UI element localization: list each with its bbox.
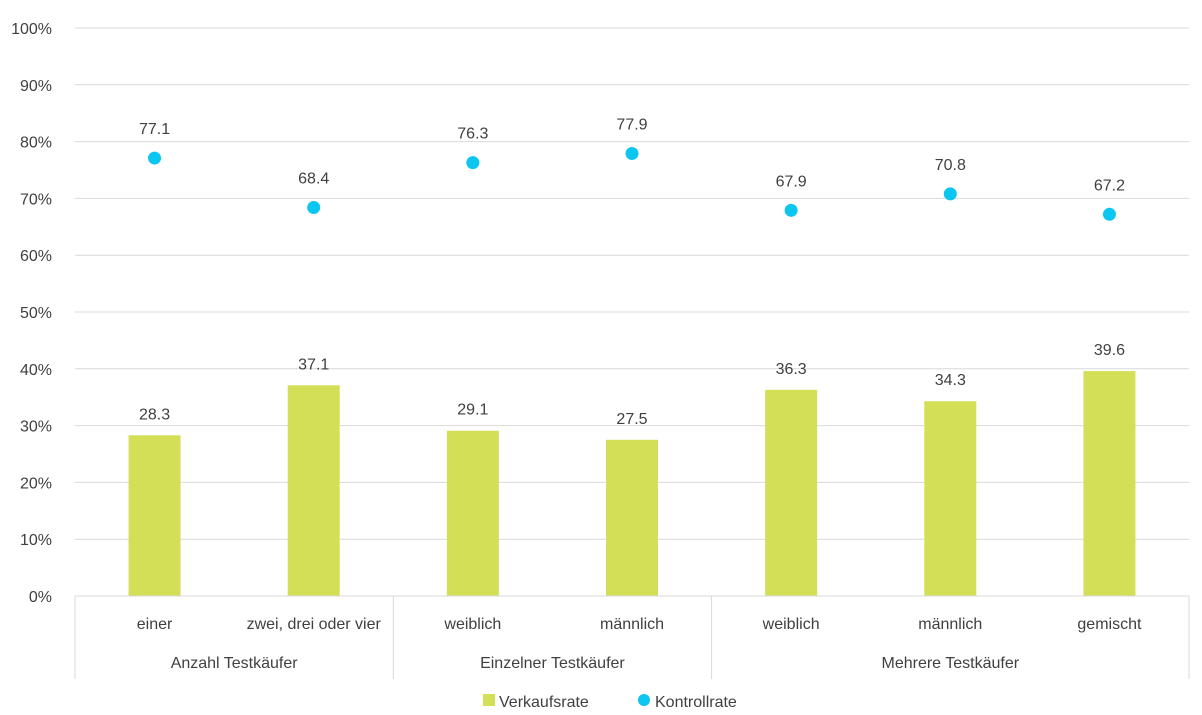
group-label: Einzelner Testkäufer (480, 655, 625, 672)
group-label: Mehrere Testkäufer (882, 655, 1020, 672)
bars (128, 371, 1136, 596)
bar (128, 435, 181, 596)
y-tick-label: 30% (20, 419, 52, 436)
y-tick-label: 80% (20, 135, 52, 152)
bar (1083, 371, 1136, 596)
bar-data-label: 39.6 (1094, 342, 1125, 359)
x-tick-label: weiblich (762, 616, 820, 633)
point-data-label: 67.2 (1094, 177, 1125, 194)
gridlines (75, 27, 1189, 540)
point (943, 187, 957, 201)
point (466, 156, 480, 170)
y-tick-label: 20% (20, 475, 52, 492)
legend-swatch-bar (483, 694, 495, 706)
y-tick-label: 10% (20, 532, 52, 549)
y-tick-label: 100% (11, 21, 52, 38)
point (625, 147, 639, 161)
x-axis: einer zwei, drei oder vier weiblich männlic… (74, 595, 1190, 679)
point-data-label: 77.1 (139, 121, 170, 138)
bar (287, 385, 340, 596)
y-tick-label: 0% (29, 589, 52, 606)
legend-swatch-point (638, 694, 650, 706)
y-tick-label: 70% (20, 191, 52, 208)
y-tick-label: 50% (20, 305, 52, 322)
x-tick-label: zwei, drei oder vier (247, 616, 382, 633)
point (307, 200, 321, 214)
y-tick-label: 90% (20, 78, 52, 95)
point-data-label: 67.9 (776, 173, 807, 190)
point-data-label: 77.9 (616, 117, 647, 134)
y-tick-label: 40% (20, 362, 52, 379)
x-tick-label: einer (137, 616, 173, 633)
x-tick-label: weiblich (443, 616, 501, 633)
bar-data-label: 27.5 (616, 411, 647, 428)
data-labels: 28.3 37.1 29.1 27.5 36.3 34.3 39.6 77.1 68.4 76.3… (139, 117, 1125, 428)
point (784, 203, 798, 217)
bar-data-label: 29.1 (457, 402, 488, 419)
point-data-label: 70.8 (935, 157, 966, 174)
x-tick-label: männlich (918, 616, 982, 633)
group-label: Anzahl Testkäufer (171, 655, 299, 672)
bar-data-label: 28.3 (139, 406, 170, 423)
bar-data-label: 36.3 (776, 361, 807, 378)
point-data-label: 76.3 (457, 126, 488, 143)
points (148, 147, 1116, 221)
y-axis-ticks: 0% 10% 20% 30% 40% 50% 60% 70% 80% 90% 100% (11, 21, 52, 606)
y-tick-label: 60% (20, 248, 52, 265)
bar-data-label: 37.1 (298, 356, 329, 373)
point (148, 151, 162, 165)
bar (924, 401, 977, 596)
point-data-label: 68.4 (298, 170, 329, 187)
x-tick-label: gemischt (1077, 616, 1142, 633)
bar (765, 389, 818, 596)
bar (446, 430, 499, 596)
legend: Verkaufsrate Kontrollrate (483, 694, 737, 711)
legend-label: Kontrollrate (655, 694, 737, 711)
bar (606, 439, 658, 596)
x-tick-label: männlich (600, 616, 664, 633)
point (1102, 207, 1116, 221)
bar-data-label: 34.3 (935, 372, 966, 389)
legend-label: Verkaufsrate (499, 694, 589, 711)
